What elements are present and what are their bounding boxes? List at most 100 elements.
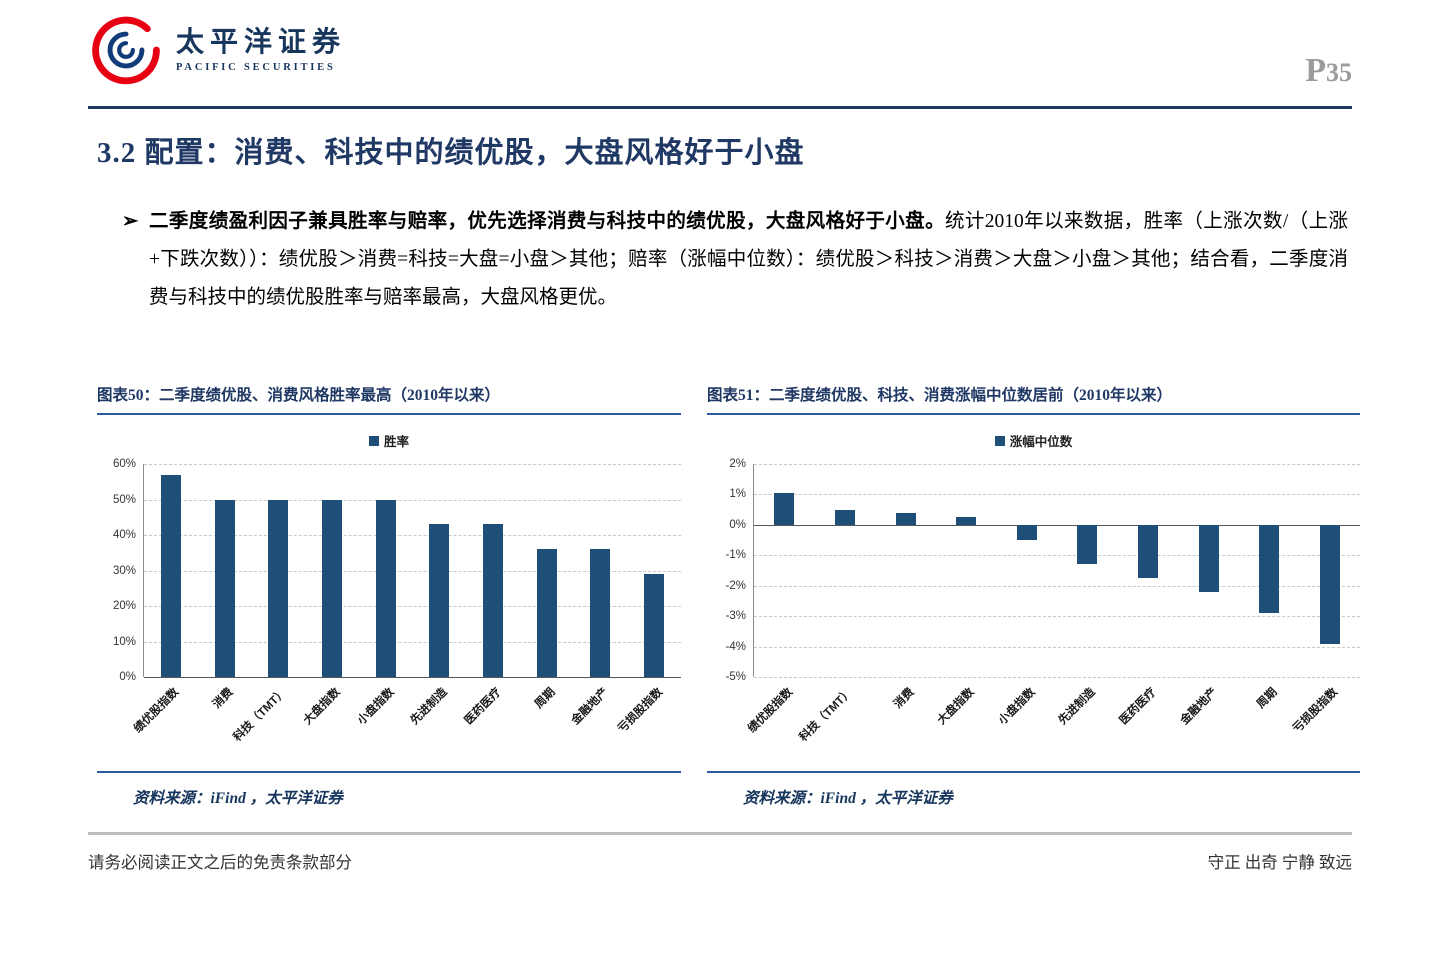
bar [1259, 524, 1280, 614]
figure-50-source-divider [97, 771, 681, 773]
x-axis-label: 先进制造 [1056, 686, 1098, 728]
legend-swatch-icon [368, 435, 379, 446]
x-axis-label: 大盘指数 [935, 686, 977, 728]
y-axis-tick: 60% [112, 458, 136, 470]
figure-51-caption-divider [707, 413, 1360, 415]
bar [268, 499, 289, 677]
bar [644, 574, 665, 677]
footer-motto: 守正 出奇 宁静 致远 [1207, 853, 1352, 872]
legend-swatch-icon [994, 435, 1005, 446]
x-axis-label: 大盘指数 [301, 686, 343, 728]
x-axis-label: 医药医疗 [1117, 686, 1159, 728]
bar [1319, 524, 1340, 644]
figure-50-caption: 图表50：二季度绩优股、消费风格胜率最高（2010年以来） [97, 387, 501, 404]
bar [590, 549, 611, 677]
brand-text: 太平洋证券 PACIFIC SECURITIES [176, 27, 346, 73]
x-axis-label: 亏损股指数 [1291, 686, 1341, 736]
x-axis-label: 医药医疗 [462, 686, 504, 728]
section-title: 3.2 配置：消费、科技中的绩优股，大盘风格好于小盘 [97, 137, 805, 169]
gridline [144, 464, 681, 465]
paragraph-rest: 统计2010年以来数据，胜率（上涨次数/（上涨+下跌次数））：绩优股＞消费=科技… [149, 211, 1348, 308]
y-axis: -5% -4% -3% -2% -1% 0% 1% 2% [707, 458, 753, 771]
footer-divider [88, 832, 1352, 835]
gridline [754, 524, 1360, 526]
y-axis-tick: -2% [725, 579, 746, 592]
pacific-securities-logo-icon [92, 16, 160, 85]
figures-row: 图表50：二季度绩优股、消费风格胜率最高（2010年以来） 胜率 0% 10% 20… [97, 383, 1360, 808]
legend-label: 胜率 [383, 435, 409, 449]
plot-area [753, 464, 1360, 678]
gridline [754, 555, 1360, 557]
x-axis-labels: 绩优股指数 消费 科技（TMT） 大盘指数 小盘指数 先进制造 医药医疗 周期 金融地产 亏损股指… [132, 677, 681, 771]
chart-legend: 涨幅中位数 [707, 431, 1360, 450]
bar [536, 549, 557, 677]
page-number: P35 [1305, 52, 1352, 89]
gridline [754, 677, 1360, 678]
bar [1077, 524, 1098, 565]
y-axis-tick: 10% [112, 635, 136, 648]
y-axis-tick: 0% [119, 671, 136, 683]
figure-50: 图表50：二季度绩优股、消费风格胜率最高（2010年以来） 胜率 0% 10% 20… [97, 383, 681, 808]
legend-label: 涨幅中位数 [1009, 435, 1073, 449]
x-axis-label: 周期 [532, 686, 558, 711]
bar [1137, 524, 1158, 579]
brand-name-cn: 太平洋证券 [176, 26, 347, 58]
y-axis-tick: -4% [725, 640, 746, 653]
y-axis-tick: -1% [725, 549, 746, 562]
gridline [754, 585, 1360, 587]
bar [214, 499, 235, 677]
figure-50-source: 资料来源：iFind ，太平洋证券 [133, 790, 343, 807]
plot-row: -5% -4% -3% -2% -1% 0% 1% 2% 绩优股指数 科技（TMT） 消费 大盘指数… [707, 458, 1360, 771]
y-axis-tick: 40% [112, 529, 136, 541]
y-axis-tick: 50% [112, 493, 136, 506]
header-divider [88, 106, 1352, 109]
gridline [144, 677, 681, 678]
y-axis-tick: 30% [112, 564, 136, 577]
chart-legend: 胜率 [97, 431, 681, 450]
gridline [144, 570, 681, 572]
win-rate-bar-chart: 胜率 0% 10% 20% 30% 40% 50% 60% 绩优股指数 消费 科技（TMT） 大盘… [97, 415, 681, 771]
y-axis: 0% 10% 20% 30% 40% 50% 60% [97, 458, 143, 771]
bar [834, 509, 855, 525]
x-axis-label: 科技（TMT） [797, 686, 856, 744]
figure-51: 图表51：二季度绩优股、科技、消费涨幅中位数居前（2010年以来） 涨幅中位数 … [707, 383, 1360, 808]
figure-51-source-divider [707, 771, 1360, 773]
bar [429, 524, 450, 677]
figure-51-source: 资料来源：iFind ，太平洋证券 [743, 790, 953, 807]
gridline [754, 464, 1360, 465]
y-axis-tick: 0% [729, 518, 746, 531]
plot-row: 0% 10% 20% 30% 40% 50% 60% 绩优股指数 消费 科技（TMT） 大盘指数小… [97, 458, 681, 771]
paragraph-lead-bold: 二季度绩盈利因子兼具胜率与赔率，优先选择消费与科技中的绩优股，大盘风格好于小盘。 [149, 211, 945, 232]
bar [160, 474, 181, 677]
gridline [144, 535, 681, 536]
bar [774, 492, 795, 525]
x-axis-label: 小盘指数 [355, 686, 397, 728]
y-axis-tick: -3% [725, 610, 746, 623]
footer: 请务必阅读正文之后的免责条款部分 守正 出奇 宁静 致远 [88, 849, 1352, 873]
body-paragraph: ➢ 二季度绩盈利因子兼具胜率与赔率，优先选择消费与科技中的绩优股，大盘风格好于小… [122, 203, 1348, 317]
x-axis-label: 先进制造 [408, 686, 450, 728]
x-axis-label: 亏损股指数 [615, 686, 665, 736]
y-axis-tick: 20% [112, 600, 136, 612]
bar [375, 499, 396, 677]
figure-50-caption-divider [97, 413, 681, 415]
x-axis-label: 周期 [1254, 686, 1280, 711]
plot-area [143, 464, 681, 678]
x-axis-label: 金融地产 [570, 686, 612, 728]
bar [321, 499, 342, 677]
brand: 太平洋证券 PACIFIC SECURITIES [88, 12, 346, 88]
gridline [144, 641, 681, 643]
header: 太平洋证券 PACIFIC SECURITIES P35 [0, 0, 1440, 106]
y-axis-tick: 1% [729, 488, 746, 501]
figure-51-caption: 图表51：二季度绩优股、科技、消费涨幅中位数居前（2010年以来） [707, 387, 1173, 404]
bar [483, 524, 504, 677]
bar [1198, 524, 1219, 592]
gridline [754, 494, 1360, 496]
x-axis-labels: 绩优股指数 科技（TMT） 消费 大盘指数 小盘指数 先进制造 医药医疗 金融地产 周期 亏损股指… [746, 677, 1360, 771]
footer-disclaimer: 请务必阅读正文之后的免责条款部分 [88, 853, 352, 872]
x-axis-label: 金融地产 [1178, 686, 1220, 728]
gridline [144, 606, 681, 607]
plot-column: 绩优股指数 消费 科技（TMT） 大盘指数 小盘指数 先进制造 医药医疗 周期 金融地产 亏损股指… [132, 464, 681, 771]
bullet-icon: ➢ [122, 211, 139, 232]
